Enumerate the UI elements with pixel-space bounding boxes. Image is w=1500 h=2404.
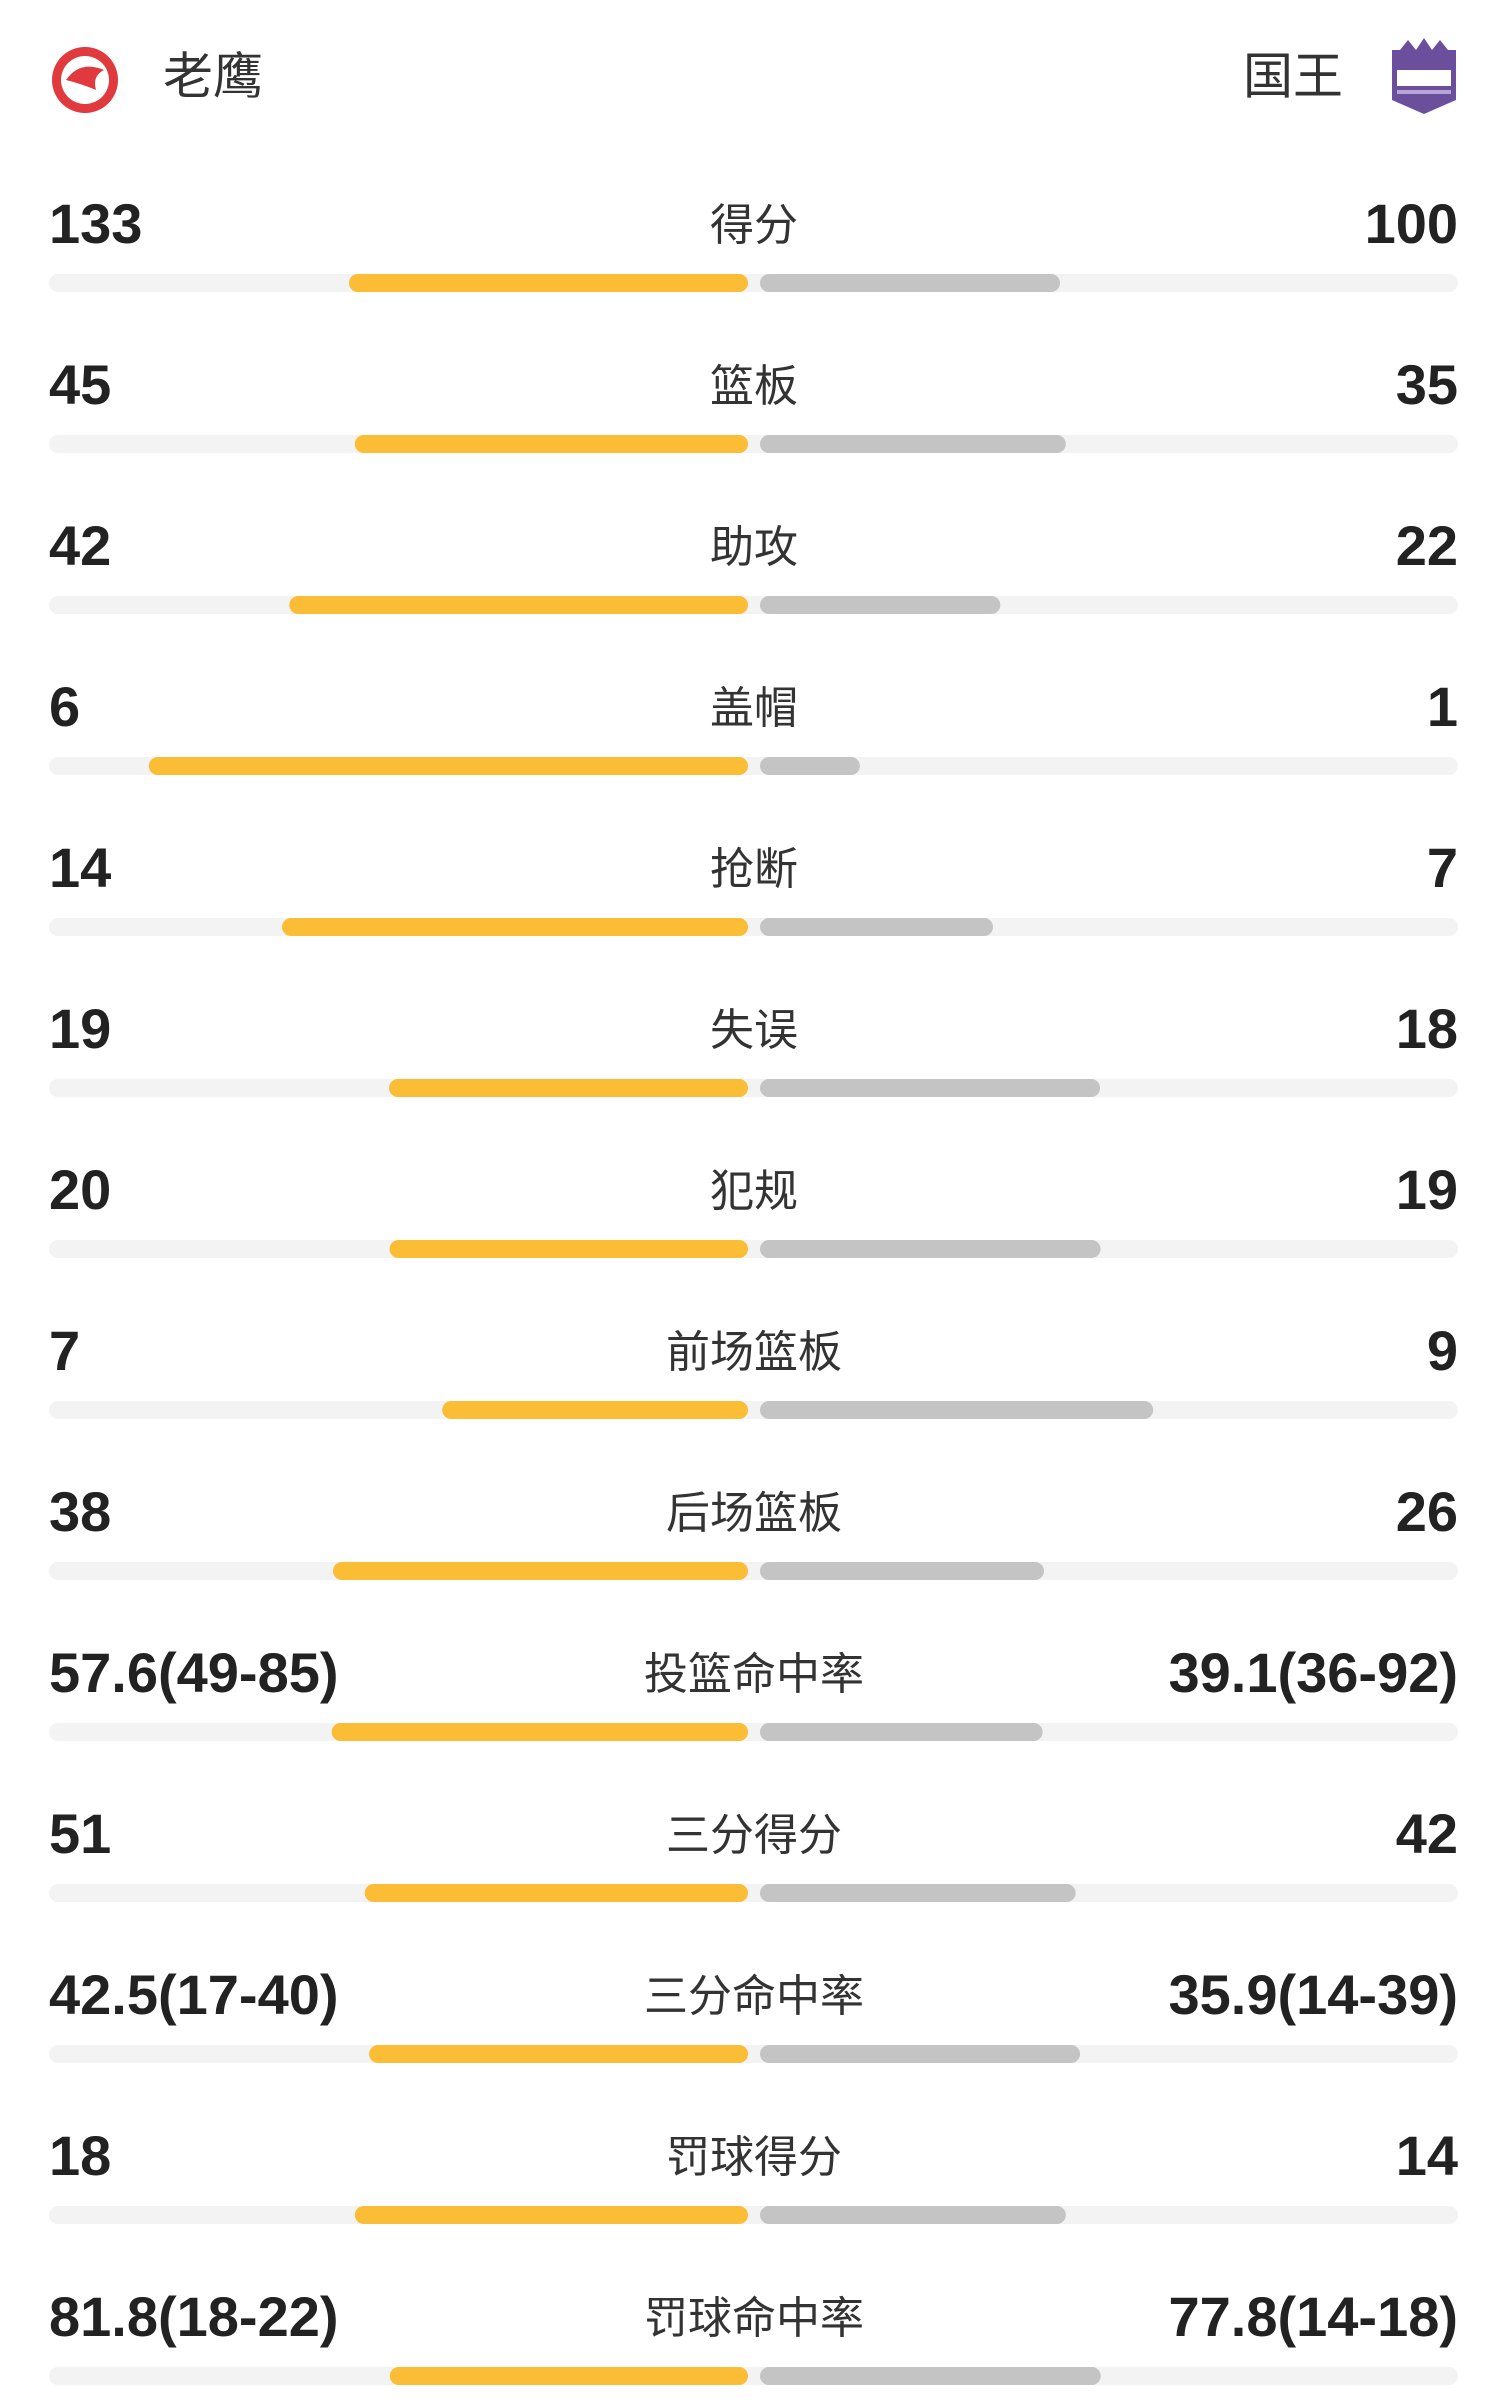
away-value: 100 (1365, 192, 1458, 255)
stat-label: 后场篮板 (666, 1488, 842, 1539)
bar-track (49, 2367, 1458, 2385)
bar-track (49, 1079, 1458, 1097)
stat-label: 投篮命中率 (644, 1649, 864, 1700)
home-bar (331, 1723, 748, 1741)
stat-label: 得分 (710, 200, 798, 251)
bar-track (49, 1240, 1458, 1258)
stat-label: 抢断 (710, 844, 798, 895)
home-value: 38 (49, 1480, 111, 1543)
away-value: 35.9(14-39) (1168, 1963, 1458, 2026)
bar-track (49, 2206, 1458, 2224)
home-bar (332, 1562, 748, 1580)
stat-label: 篮板 (710, 361, 798, 412)
away-bar (760, 1884, 1076, 1902)
away-bar (760, 1079, 1101, 1097)
bar-track (49, 1562, 1458, 1580)
away-logo (1392, 38, 1456, 114)
home-value: 6 (49, 675, 80, 738)
away-bar (760, 2045, 1081, 2063)
home-logo (52, 47, 118, 113)
away-value: 42 (1396, 1802, 1458, 1865)
stat-label: 前场篮板 (666, 1327, 842, 1378)
away-value: 39.1(36-92) (1168, 1641, 1458, 1704)
home-bar (354, 2206, 748, 2224)
home-value: 7 (49, 1319, 80, 1382)
away-bar (760, 2206, 1066, 2224)
home-value: 42.5(17-40) (49, 1963, 339, 2026)
stat-label: 三分得分 (666, 1810, 842, 1861)
home-value: 14 (49, 836, 111, 899)
away-bar (760, 1401, 1154, 1419)
home-bar (369, 2045, 748, 2063)
home-bar (289, 596, 748, 614)
bar-track (49, 2045, 1458, 2063)
home-bar (354, 435, 748, 453)
bar-track (49, 435, 1458, 453)
home-team: 老鹰 (163, 48, 263, 106)
home-value: 81.8(18-22) (49, 2285, 339, 2348)
away-bar (760, 274, 1060, 292)
home-value: 45 (49, 353, 111, 416)
home-bar (364, 1884, 748, 1902)
stat-label: 犯规 (710, 1166, 798, 1217)
away-bar (760, 435, 1066, 453)
stat-label: 罚球得分 (666, 2132, 842, 2183)
away-bar (760, 596, 1001, 614)
stat-label: 罚球命中率 (644, 2293, 864, 2344)
bar-track (49, 596, 1458, 614)
home-value: 18 (49, 2124, 111, 2187)
away-value: 7 (1427, 836, 1458, 899)
bar-track (49, 918, 1458, 936)
away-bar (760, 918, 993, 936)
bar-track (49, 1723, 1458, 1741)
away-bar (760, 757, 860, 775)
away-value: 14 (1396, 2124, 1458, 2187)
home-value: 42 (49, 514, 111, 577)
home-value: 133 (49, 192, 142, 255)
away-bar (760, 1723, 1043, 1741)
home-value: 51 (49, 1802, 111, 1865)
away-value: 77.8(14-18) (1168, 2285, 1458, 2348)
away-bar (760, 1562, 1044, 1580)
home-value: 57.6(49-85) (49, 1641, 339, 1704)
home-value: 20 (49, 1158, 111, 1221)
bar-track (49, 274, 1458, 292)
home-bar (282, 918, 748, 936)
away-value: 22 (1396, 514, 1458, 577)
away-value: 19 (1396, 1158, 1458, 1221)
home-value: 19 (49, 997, 111, 1060)
stat-label: 失误 (710, 1005, 798, 1056)
stat-label: 盖帽 (710, 683, 798, 734)
home-bar (148, 757, 748, 775)
bar-track (49, 1884, 1458, 1902)
home-bar (389, 1240, 748, 1258)
home-bar (389, 1079, 748, 1097)
bar-track (49, 1401, 1458, 1419)
home-bar (349, 274, 748, 292)
away-bar (760, 1240, 1101, 1258)
stat-label: 三分命中率 (644, 1971, 864, 2022)
away-value: 1 (1427, 675, 1458, 738)
home-bar (389, 2367, 748, 2385)
away-value: 18 (1396, 997, 1458, 1060)
away-value: 26 (1396, 1480, 1458, 1543)
away-team: 国王 (1243, 48, 1343, 106)
away-value: 35 (1396, 353, 1458, 416)
stat-label: 助攻 (710, 522, 798, 573)
away-bar (760, 2367, 1101, 2385)
home-bar (442, 1401, 748, 1419)
away-value: 9 (1427, 1319, 1458, 1382)
